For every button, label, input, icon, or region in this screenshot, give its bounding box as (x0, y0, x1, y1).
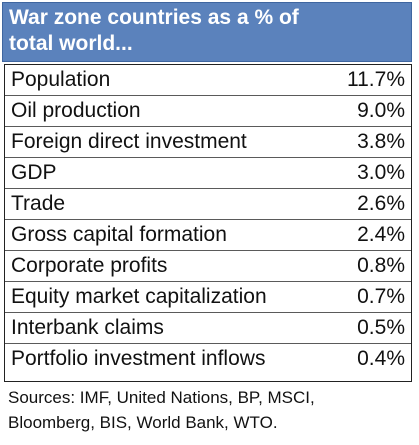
row-label: Foreign direct investment (11, 130, 247, 153)
row-value: 0.8% (357, 254, 405, 277)
row-value: 0.4% (357, 347, 405, 370)
row-value: 11.7% (347, 68, 405, 91)
row-label: Trade (11, 192, 66, 215)
table-row: Corporate profits 0.8% (5, 251, 411, 282)
sources-line-1: Sources: IMF, United Nations, BP, MSCI, (8, 388, 315, 407)
row-label: GDP (11, 161, 57, 184)
sources-line-2: Bloomberg, BIS, World Bank, WTO. (8, 413, 278, 432)
table-row: Gross capital formation 2.4% (5, 220, 411, 251)
row-label: Interbank claims (11, 316, 164, 339)
row-label: Oil production (11, 99, 141, 122)
data-table: Population 11.7% Oil production 9.0% For… (4, 64, 412, 382)
row-label: Corporate profits (11, 254, 168, 277)
table-row: Portfolio investment inflows 0.4% (5, 344, 411, 380)
row-value: 3.0% (357, 161, 405, 184)
row-value: 2.6% (357, 192, 405, 215)
row-value: 3.8% (357, 130, 405, 153)
table-row: Population 11.7% (5, 65, 411, 96)
header-title-line-2: total world... (9, 32, 133, 55)
row-value: 0.7% (357, 285, 405, 308)
table-row: Equity market capitalization 0.7% (5, 282, 411, 313)
row-value: 0.5% (357, 316, 405, 339)
table-header: War zone countries as a % of total world… (2, 2, 412, 62)
row-value: 2.4% (357, 223, 405, 246)
table-row: Interbank claims 0.5% (5, 313, 411, 344)
table-row: GDP 3.0% (5, 158, 411, 189)
row-label: Portfolio investment inflows (11, 347, 266, 370)
table-row: Oil production 9.0% (5, 96, 411, 127)
table-row: Foreign direct investment 3.8% (5, 127, 411, 158)
row-label: Equity market capitalization (11, 285, 267, 308)
header-title-line-1: War zone countries as a % of (9, 6, 299, 29)
table-row: Trade 2.6% (5, 189, 411, 220)
row-value: 9.0% (357, 99, 405, 122)
row-label: Population (11, 68, 111, 91)
row-label: Gross capital formation (11, 223, 227, 246)
